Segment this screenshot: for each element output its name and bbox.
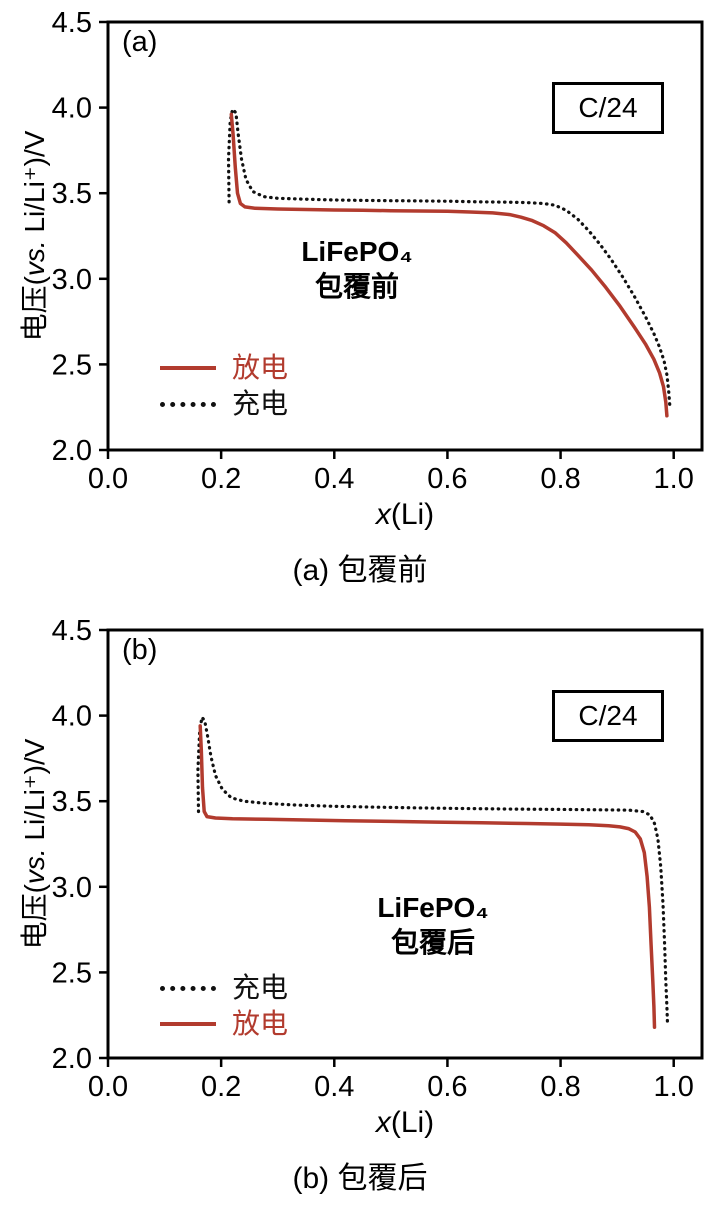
x-axis-label-rest: (Li) xyxy=(390,1106,435,1139)
y-tick-label: 3.0 xyxy=(52,264,92,296)
y-axis-label: 电压(vs. Li/Li⁺)/V xyxy=(13,624,50,1064)
plot-frame xyxy=(106,20,704,452)
y-axis-label-rest: Li/Li⁺)/V xyxy=(19,738,50,849)
legend-item-charge: 充电 xyxy=(160,970,288,1006)
y-tick-label: 4.0 xyxy=(52,93,92,125)
legend-item-discharge: 放电 xyxy=(160,1006,288,1042)
plot-frame xyxy=(106,628,704,1060)
x-tick-label: 0.0 xyxy=(88,1071,128,1103)
coating-state-label: 包覆后 xyxy=(390,927,475,958)
annotation-a: LiFePO₄ 包覆前 xyxy=(247,234,467,304)
y-tick-label: 2.0 xyxy=(52,1043,92,1075)
panel-a: 0.0 0.2 0.4 0.6 0.8 1.0 2.0 2.5 3.0 3.5 4.0 4.5 (a)… xyxy=(13,7,704,587)
discharge-line-swatch xyxy=(160,366,216,370)
legend-item-discharge: 放电 xyxy=(160,350,288,386)
discharge-curve xyxy=(229,112,669,418)
legend-label-discharge: 放电 xyxy=(232,1008,289,1039)
y-tick-label: 3.5 xyxy=(52,786,92,818)
y-axis-label-prefix: 电压( xyxy=(19,276,50,342)
charge-curve xyxy=(226,107,672,408)
charge-line-swatch xyxy=(160,985,216,991)
chart-a-svg: 0.0 0.2 0.4 0.6 0.8 1.0 2.0 2.5 3.0 3.5 4.0 4.5 xyxy=(52,7,704,495)
x-axis-label-x: x xyxy=(375,498,391,531)
x-tick-label: 1.0 xyxy=(654,1071,694,1103)
y-tick-label: 4.5 xyxy=(52,615,92,647)
x-tick-label: 0.6 xyxy=(427,463,467,495)
x-tick-label: 0.6 xyxy=(427,1071,467,1103)
panel-caption-b: (b) 包覆后 xyxy=(292,1162,428,1195)
x-tick-label: 0.2 xyxy=(201,1071,241,1103)
panel-caption-a: (a) 包覆前 xyxy=(292,554,428,587)
panel-b: 0.0 0.2 0.4 0.6 0.8 1.0 2.0 2.5 3.0 3.5 4.0 4.5 (b)… xyxy=(0,608,717,1211)
annotation-b: LiFePO₄ 包覆后 xyxy=(323,890,543,960)
legend-label-discharge: 放电 xyxy=(232,352,289,383)
y-axis-label-vs: vs. xyxy=(19,240,50,277)
x-tick-label: 0.2 xyxy=(201,463,241,495)
y-tick-label: 2.5 xyxy=(52,957,92,989)
x-tick-label: 0.0 xyxy=(88,463,128,495)
legend-label-charge: 充电 xyxy=(232,388,289,419)
legend-label-charge: 充电 xyxy=(232,972,289,1003)
rate-label-box: C/24 xyxy=(552,690,664,742)
legend-a: 放电 充电 xyxy=(160,350,288,422)
discharge-line-swatch xyxy=(160,1022,216,1026)
material-label: LiFePO₄ xyxy=(301,236,413,267)
material-label: LiFePO₄ xyxy=(377,892,489,923)
panel-letter-a: (a) xyxy=(122,26,158,58)
charge-curve xyxy=(196,715,670,1026)
x-tick-label: 0.8 xyxy=(540,463,580,495)
x-axis-label-x: x xyxy=(375,1106,391,1139)
y-tick-label: 4.0 xyxy=(52,701,92,733)
y-tick-label: 2.0 xyxy=(52,435,92,467)
y-axis-label-rest: Li/Li⁺)/V xyxy=(19,130,50,241)
y-axis-label: 电压(vs. Li/Li⁺)/V xyxy=(13,16,50,456)
x-tick-label: 1.0 xyxy=(654,463,694,495)
x-axis-label: x(Li) xyxy=(108,1106,702,1140)
rate-label-box: C/24 xyxy=(552,82,664,134)
chart-b-svg: 0.0 0.2 0.4 0.6 0.8 1.0 2.0 2.5 3.0 3.5 4.0 4.5 xyxy=(52,615,704,1103)
panel-letter-b: (b) xyxy=(122,634,158,666)
x-axis-label: x(Li) xyxy=(108,498,702,532)
y-tick-label: 3.0 xyxy=(52,872,92,904)
charge-line-swatch xyxy=(160,401,216,407)
y-tick-label: 4.5 xyxy=(52,7,92,39)
y-tick-label: 2.5 xyxy=(52,349,92,381)
legend-item-charge: 充电 xyxy=(160,386,288,422)
y-axis-label-vs: vs. xyxy=(19,848,50,885)
x-tick-label: 0.4 xyxy=(314,463,354,495)
y-tick-label: 3.5 xyxy=(52,178,92,210)
discharge-curve xyxy=(198,724,657,1029)
y-axis-label-prefix: 电压( xyxy=(19,884,50,950)
x-tick-label: 0.4 xyxy=(314,1071,354,1103)
x-axis-label-rest: (Li) xyxy=(390,498,435,531)
coating-state-label: 包覆前 xyxy=(314,271,399,302)
legend-b: 充电 放电 xyxy=(160,970,288,1042)
x-tick-label: 0.8 xyxy=(540,1071,580,1103)
